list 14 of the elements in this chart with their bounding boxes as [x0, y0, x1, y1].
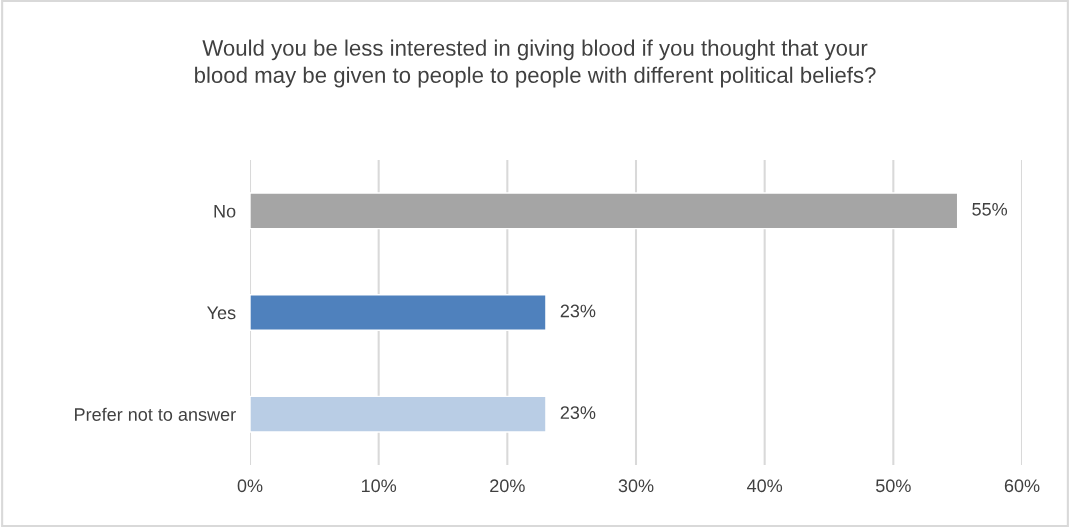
- data-label: 23%: [560, 304, 596, 318]
- x-tick-label: 10%: [361, 479, 397, 493]
- y-tick-label: Prefer not to answer: [75, 407, 236, 421]
- chart-title: Would you be less interested in giving blood if you thought that your blood may be given to people to people with different political beliefs?: [195, 39, 876, 88]
- x-tick-label: 40%: [747, 479, 783, 493]
- x-tick-label: 0%: [237, 479, 263, 493]
- x-tick-label: 50%: [875, 479, 911, 493]
- x-tick-label: 60%: [1004, 479, 1040, 493]
- y-tick-label: No: [214, 204, 236, 218]
- y-tick-label: Yes: [207, 306, 236, 320]
- x-tick-label: 20%: [490, 479, 525, 493]
- x-tick-label: 30%: [618, 479, 654, 493]
- data-label: 23%: [560, 406, 596, 420]
- data-label: 55%: [972, 202, 1008, 216]
